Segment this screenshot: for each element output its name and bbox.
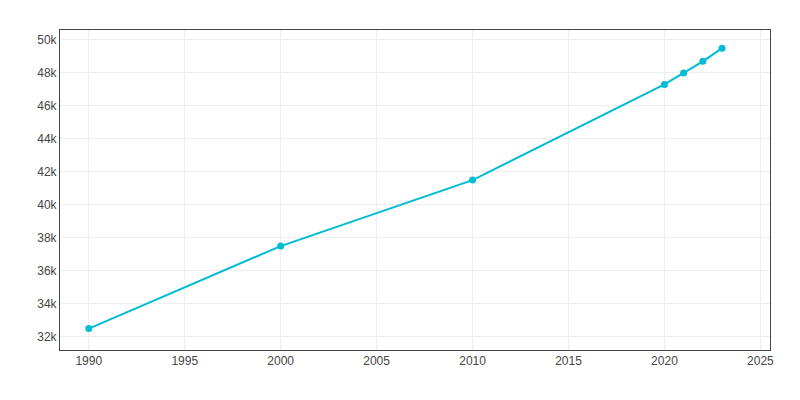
svg-text:32k: 32k (37, 330, 57, 344)
svg-text:2025: 2025 (747, 354, 774, 368)
svg-text:46k: 46k (37, 99, 57, 113)
svg-text:48k: 48k (37, 66, 57, 80)
svg-text:44k: 44k (37, 132, 57, 146)
svg-text:34k: 34k (37, 297, 57, 311)
svg-text:2015: 2015 (555, 354, 582, 368)
svg-text:2000: 2000 (267, 354, 294, 368)
svg-text:2010: 2010 (459, 354, 486, 368)
svg-text:40k: 40k (37, 198, 57, 212)
svg-text:2020: 2020 (651, 354, 678, 368)
svg-text:38k: 38k (37, 231, 57, 245)
svg-text:50k: 50k (37, 33, 57, 47)
svg-text:1990: 1990 (75, 354, 102, 368)
svg-text:36k: 36k (37, 264, 57, 278)
svg-text:1995: 1995 (171, 354, 198, 368)
svg-text:42k: 42k (37, 165, 57, 179)
svg-text:2005: 2005 (363, 354, 390, 368)
